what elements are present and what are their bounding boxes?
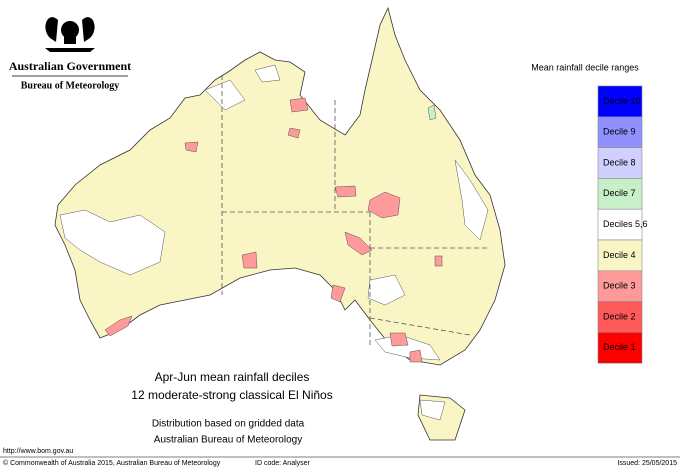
- red-area: [330, 284, 346, 303]
- red-area: [287, 127, 301, 139]
- red-area: [389, 332, 409, 347]
- footer-id-code: ID code: Analyser: [255, 460, 311, 467]
- green-area: [427, 104, 437, 121]
- state-border: [369, 317, 471, 336]
- red-area: [409, 349, 423, 363]
- white-area: [367, 274, 406, 306]
- legend-label: Decile 2: [603, 311, 636, 321]
- legend-label: Decile 4: [603, 250, 636, 260]
- red-area: [289, 97, 309, 113]
- footer-copyright: © Commonwealth of Australia 2015, Austra…: [3, 459, 221, 467]
- caption-line: 12 moderate-strong classical El Niños: [131, 388, 332, 402]
- footer-issued: Issued: 25/05/2015: [617, 460, 677, 467]
- coat-of-arms: [45, 17, 95, 52]
- red-area: [334, 185, 357, 198]
- legend-label: Decile 7: [603, 188, 636, 198]
- source-line: Australian Bureau of Meteorology: [154, 435, 302, 446]
- legend-swatch: [597, 301, 643, 333]
- legend-swatch: [597, 239, 643, 272]
- caption-line: Apr-Jun mean rainfall deciles: [155, 370, 310, 384]
- legend-label: Decile 10: [603, 96, 641, 106]
- white-area: [419, 399, 446, 421]
- legend-swatch: [597, 332, 643, 364]
- legend-label: Decile 9: [603, 127, 636, 137]
- legend-label: Decile 1: [603, 342, 636, 352]
- white-area: [454, 159, 489, 241]
- legend-swatch: [597, 147, 643, 179]
- legend-label: Deciles 5,6: [603, 219, 648, 229]
- red-area: [184, 141, 199, 153]
- red-area: [434, 255, 443, 267]
- legend: Decile 10 Decile 9 Decile 8 Decile 7 Deciles…: [597, 85, 648, 364]
- map: [54, 6, 506, 441]
- white-area: [59, 209, 166, 276]
- footer-url: http://www.bom.gov.au: [3, 448, 73, 455]
- legend-swatch: [597, 178, 643, 210]
- red-area: [104, 315, 133, 337]
- source-line: Distribution based on gridded data: [152, 419, 305, 430]
- legend-swatch: [597, 116, 643, 148]
- red-area: [344, 231, 373, 256]
- red-area: [367, 191, 401, 219]
- header-title: Australian Government: [9, 59, 131, 73]
- legend-label: Decile 8: [603, 157, 636, 167]
- white-area: [254, 64, 281, 83]
- legend-swatch: [597, 270, 643, 302]
- legend-swatch: [597, 85, 643, 118]
- header-subtitle: Bureau of Meteorology: [21, 80, 120, 91]
- legend-title: Mean rainfall decile ranges: [531, 62, 639, 72]
- legend-label: Decile 3: [603, 281, 636, 291]
- red-area: [241, 251, 258, 269]
